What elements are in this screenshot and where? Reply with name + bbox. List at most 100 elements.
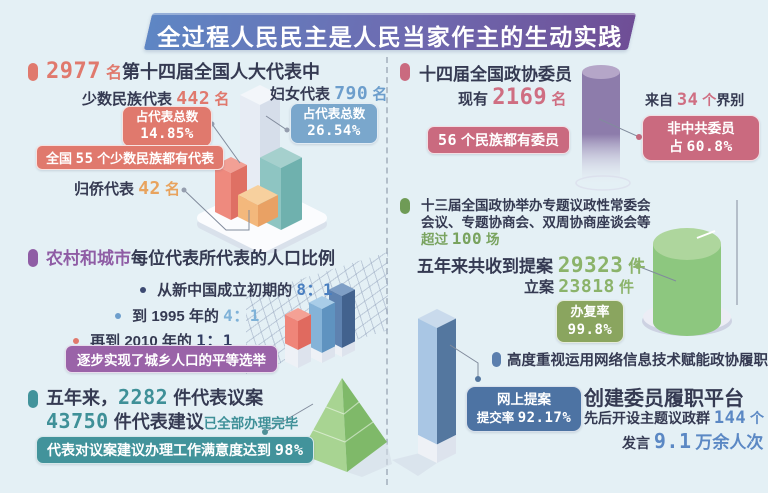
purple-cylinder [575, 65, 631, 191]
minority-share-value: 14.85% [140, 125, 194, 142]
meetings-count-line: 超过 100 场 [421, 228, 499, 248]
women-unit: 名 [372, 86, 388, 103]
platform-title: 创建委员履职平台 [584, 388, 744, 410]
groups-pre: 先后开设主题议政群 [584, 410, 710, 426]
cppcc-current-number: 2169 [492, 85, 548, 110]
ratio-section-bullet [28, 249, 38, 267]
meetings-line-1: 十三届全国政协举办专题议政性常委会 [421, 198, 651, 213]
ratio-heading-rest: 每位代表所代表的人口比例 [131, 249, 335, 268]
motions-section-bullet [28, 390, 38, 408]
non-cpc-pre: 占 [669, 138, 683, 154]
cppcc-sectors-line: 来自 34 个界别 [645, 90, 744, 110]
ratio-heading-highlight: 农村和城市 [46, 249, 131, 268]
returned-label: 归侨代表 [74, 181, 135, 198]
equal-election-badge: 逐步实现了城乡人口的平等选举 [65, 345, 278, 373]
minority-share-badge: 占代表总数 14.85% [122, 106, 212, 148]
page-title: 全过程人民民主是人民当家作主的生动实践 [157, 24, 623, 50]
ratio-3d-bar-chart [285, 283, 355, 368]
ethnic-members-num: 56 [438, 131, 458, 149]
ratio-item-1: 从新中国成立初期的 8：1 [140, 276, 333, 300]
returned-number: 42 [138, 178, 161, 199]
meetings-unit: 场 [485, 232, 500, 247]
proposals-unit: 件 [628, 257, 646, 276]
ratio-text-1: 从新中国成立初期的 [157, 282, 293, 299]
motions-line-2: 43750 件代表建议已全部办理完毕 [46, 408, 298, 434]
sectors-label: 来自 [645, 92, 673, 108]
meetings-line-2: 会议、专题协商会、双周协商座谈会等 [421, 215, 651, 230]
minority-share-label: 占代表总数 [135, 110, 199, 124]
reply-rate-value: 99.8% [567, 321, 613, 338]
non-cpc-value-line: 占 60.8% [649, 138, 753, 157]
reply-rate-label: 办复率 [570, 304, 610, 319]
suggestions-rest: 件代表建议 [113, 412, 204, 432]
cppcc-section-bullet [400, 63, 410, 81]
sectors-unit: 界别 [716, 92, 745, 108]
suggestions-number: 43750 [46, 409, 109, 433]
npc-total-number: 2977 [46, 59, 101, 84]
returned-unit: 名 [165, 181, 181, 198]
satisfaction-badge: 代表对议案建议办理工作满意度达到 98% [36, 436, 315, 464]
minority-line: 少数民族代表 442 名 [82, 88, 229, 109]
filed-label: 立案 [524, 279, 555, 296]
filed-line: 立案 23818 件 [524, 276, 634, 297]
ratio-item-2: 到 1995 年的 4：1 [115, 302, 260, 326]
motions-number: 2282 [118, 385, 169, 409]
meetings-over: 超过 [421, 232, 448, 247]
women-share-value: 26.54% [307, 122, 361, 139]
minority-label: 少数民族代表 [82, 91, 173, 108]
speeches-unit: 万余人次 [695, 433, 764, 452]
online-rate-pre: 提交率 [476, 410, 515, 425]
meetings-section-bullet [400, 198, 410, 214]
online-proposal-badge: 网上提案 提交率 92.17% [466, 386, 582, 432]
cppcc-current-line: 现有 2169 名 [458, 85, 566, 110]
all-minorities-pre: 全国 [46, 151, 73, 166]
cppcc-heading: 十四届全国政协委员 [419, 65, 572, 84]
tech-section-bullet [492, 352, 501, 367]
ethnic-members-badge: 56 个民族都有委员 [427, 126, 570, 154]
satisfaction-text: 代表对议案建议办理工作满意度达到 [47, 442, 271, 458]
women-share-label: 占代表总数 [302, 107, 366, 121]
groups-line: 先后开设主题议政群 144 个 [584, 408, 764, 428]
npc-heading-rest: 第十四届全国人大代表中 [122, 62, 321, 82]
online-proposal-rate: 提交率 92.17% [471, 409, 577, 427]
minority-unit: 名 [214, 91, 230, 108]
ratio-value-2: 4：1 [223, 306, 260, 325]
all-minorities-badge: 全国 55 个少数民族都有代表 [36, 145, 225, 170]
ratio-heading: 农村和城市每位代表所代表的人口比例 [46, 244, 335, 269]
women-line: 妇女代表 790 名 [270, 83, 387, 104]
right-accent-line [736, 200, 738, 305]
non-cpc-label: 非中共委员 [667, 121, 735, 136]
non-cpc-value: 60.8% [686, 138, 733, 155]
groups-unit: 个 [750, 410, 764, 426]
women-label: 妇女代表 [270, 86, 331, 103]
sectors-mid: 个 [702, 92, 717, 108]
ratio-text-2: 到 1995 年的 [132, 308, 219, 325]
meetings-number: 100 [451, 229, 483, 248]
speeches-line: 发言 9.1 万余人次 [622, 428, 763, 453]
ethnic-members-text: 个民族都有委员 [460, 132, 559, 148]
suggestions-note: 已全部办理完毕 [203, 416, 299, 431]
sectors-number: 34 [676, 90, 699, 110]
reply-rate-badge: 办复率 99.8% [556, 300, 624, 344]
satisfaction-value: 98% [274, 441, 304, 459]
ratio-value-1: 8：1 [296, 280, 334, 299]
ratio-dot-3 [73, 338, 79, 344]
motions-line-1: 五年来，2282 件代表议案 [46, 384, 263, 410]
all-minorities-post: 个少数民族都有代表 [97, 151, 215, 166]
filed-number: 23818 [558, 276, 615, 297]
equal-election-text: 逐步实现了城乡人口的平等选举 [77, 353, 266, 368]
proposals-number: 29323 [557, 253, 624, 277]
speeches-pre: 发言 [622, 435, 650, 451]
all-minorities-num: 55 [75, 151, 94, 167]
motions-rest: 件代表议案 [173, 388, 264, 408]
tech-heading: 高度重视运用网络信息技术赋能政协履职 [507, 353, 768, 369]
cppcc-current-label: 现有 [458, 91, 489, 108]
proposals-line: 五年来共收到提案 29323 件 [417, 252, 645, 277]
npc-heading: 2977 名第十四届全国人大代表中 [46, 58, 320, 84]
women-share-badge: 占代表总数 26.54% [290, 103, 378, 145]
ratio-dot-2 [115, 313, 121, 319]
filed-unit: 件 [619, 279, 635, 296]
groups-number: 144 [713, 408, 747, 428]
cppcc-current-unit: 名 [551, 91, 567, 108]
